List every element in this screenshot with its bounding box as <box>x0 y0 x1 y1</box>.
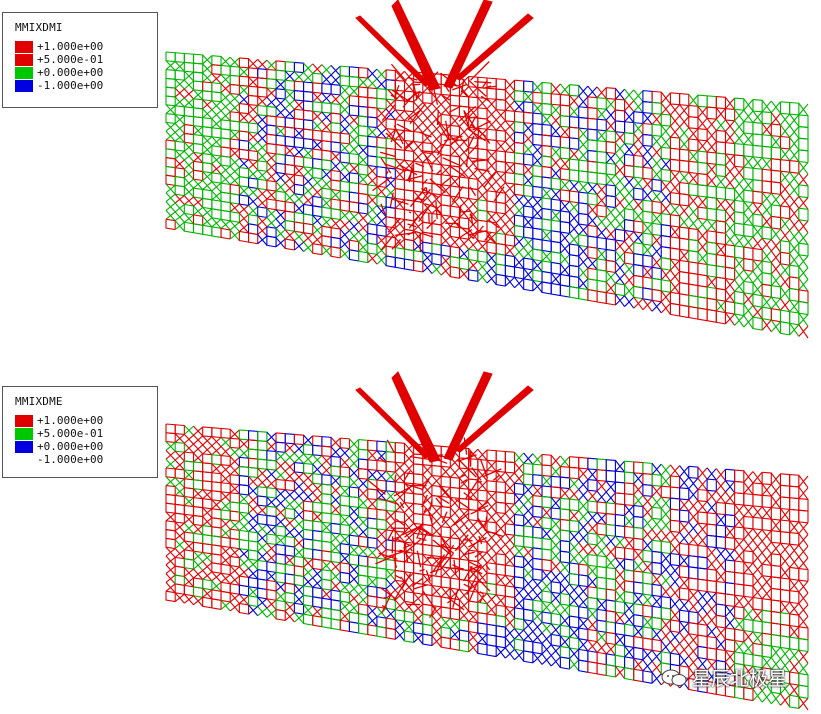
legend-swatch-red <box>15 40 33 53</box>
wechat-icon <box>661 669 687 686</box>
legend-swatch-blue <box>15 79 33 92</box>
legend-entry: +1.000e+00 <box>15 414 149 427</box>
watermark: 星辰北极星 <box>660 664 787 691</box>
legend-label: -1.000e+00 <box>37 453 104 466</box>
legend-entry: -1.000e+00 <box>15 79 149 92</box>
legend-title: MMIXDMI <box>15 21 63 34</box>
legend-label: +1.000e+00 <box>37 414 104 427</box>
legend-swatch-red <box>15 414 33 427</box>
legend-swatch-red <box>15 53 33 66</box>
legend-entry: +0.000e+00 <box>15 440 149 453</box>
legend-title: MMIXDME <box>15 395 63 408</box>
deformation-plume <box>355 371 534 619</box>
legend-label: -1.000e+00 <box>37 79 104 92</box>
deformation-plume <box>355 0 534 252</box>
legend-label: +0.000e+00 <box>37 66 104 79</box>
legend-entry: -1.000e+00 <box>15 453 149 466</box>
legend-entry: +0.000e+00 <box>15 66 149 79</box>
legend-swatch-blue <box>15 440 33 453</box>
legend-label: +5.000e-01 <box>37 427 104 440</box>
legend-top: MMIXDMI +1.000e+00 +5.000e-01 +0.000e+00… <box>2 12 158 108</box>
legend-entry: +5.000e-01 <box>15 427 149 440</box>
mesh-panel-top <box>165 0 809 339</box>
watermark-text: 星辰北极星 <box>692 668 788 690</box>
legend-bottom: MMIXDME +1.000e+00 +5.000e-01 +0.000e+00… <box>2 386 158 478</box>
legend-entry: +1.000e+00 <box>15 40 149 53</box>
legend-label: +0.000e+00 <box>37 440 104 453</box>
legend-label: +1.000e+00 <box>37 40 104 53</box>
legend-label: +5.000e-01 <box>37 53 104 66</box>
legend-swatch-green <box>15 427 33 440</box>
mesh-panel-bottom <box>165 371 809 711</box>
legend-swatch-green <box>15 66 33 79</box>
legend-entry: +5.000e-01 <box>15 53 149 66</box>
